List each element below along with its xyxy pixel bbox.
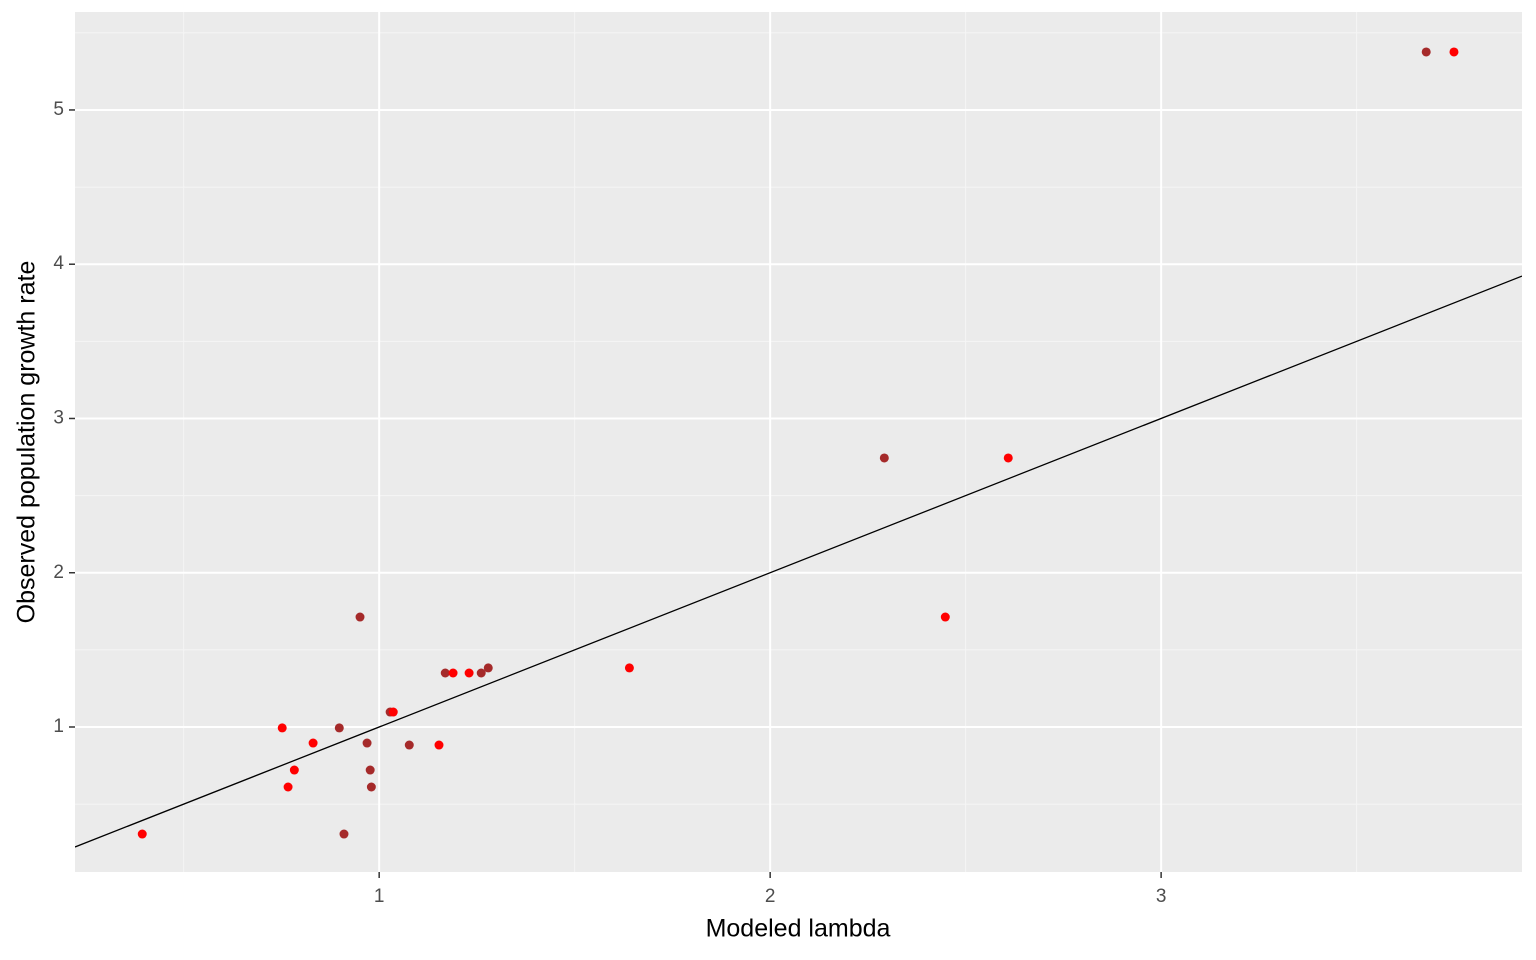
point [879, 453, 889, 463]
point [940, 612, 950, 622]
point [476, 668, 486, 678]
point [334, 723, 344, 733]
point [289, 765, 299, 775]
point [362, 738, 372, 748]
point [1421, 47, 1431, 57]
point [355, 612, 365, 622]
x-tick-label: 1 [374, 886, 385, 907]
y-tick-label: 3 [53, 407, 64, 428]
point [434, 740, 444, 750]
y-tick-label: 5 [53, 99, 64, 120]
x-tick-label: 2 [765, 886, 776, 907]
point [464, 668, 474, 678]
x-tick-label: 3 [1156, 886, 1167, 907]
point [483, 663, 493, 673]
panel [75, 12, 1522, 872]
y-tick-label: 1 [53, 716, 64, 737]
point [1003, 453, 1013, 463]
point [624, 663, 634, 673]
reference-line [75, 275, 1522, 848]
point [308, 738, 318, 748]
point [388, 707, 398, 717]
y-tick-label: 2 [53, 562, 64, 583]
y-tick-label: 4 [53, 253, 64, 274]
point [448, 668, 458, 678]
point [404, 740, 414, 750]
point [283, 782, 293, 792]
point [277, 723, 287, 733]
point [137, 829, 147, 839]
x-axis-title: Modeled lambda [706, 915, 891, 943]
point [440, 668, 450, 678]
y-axis-title: Observed population growth rate [13, 261, 41, 624]
point [365, 765, 375, 775]
point [339, 829, 349, 839]
point [1449, 47, 1459, 57]
point [366, 782, 376, 792]
